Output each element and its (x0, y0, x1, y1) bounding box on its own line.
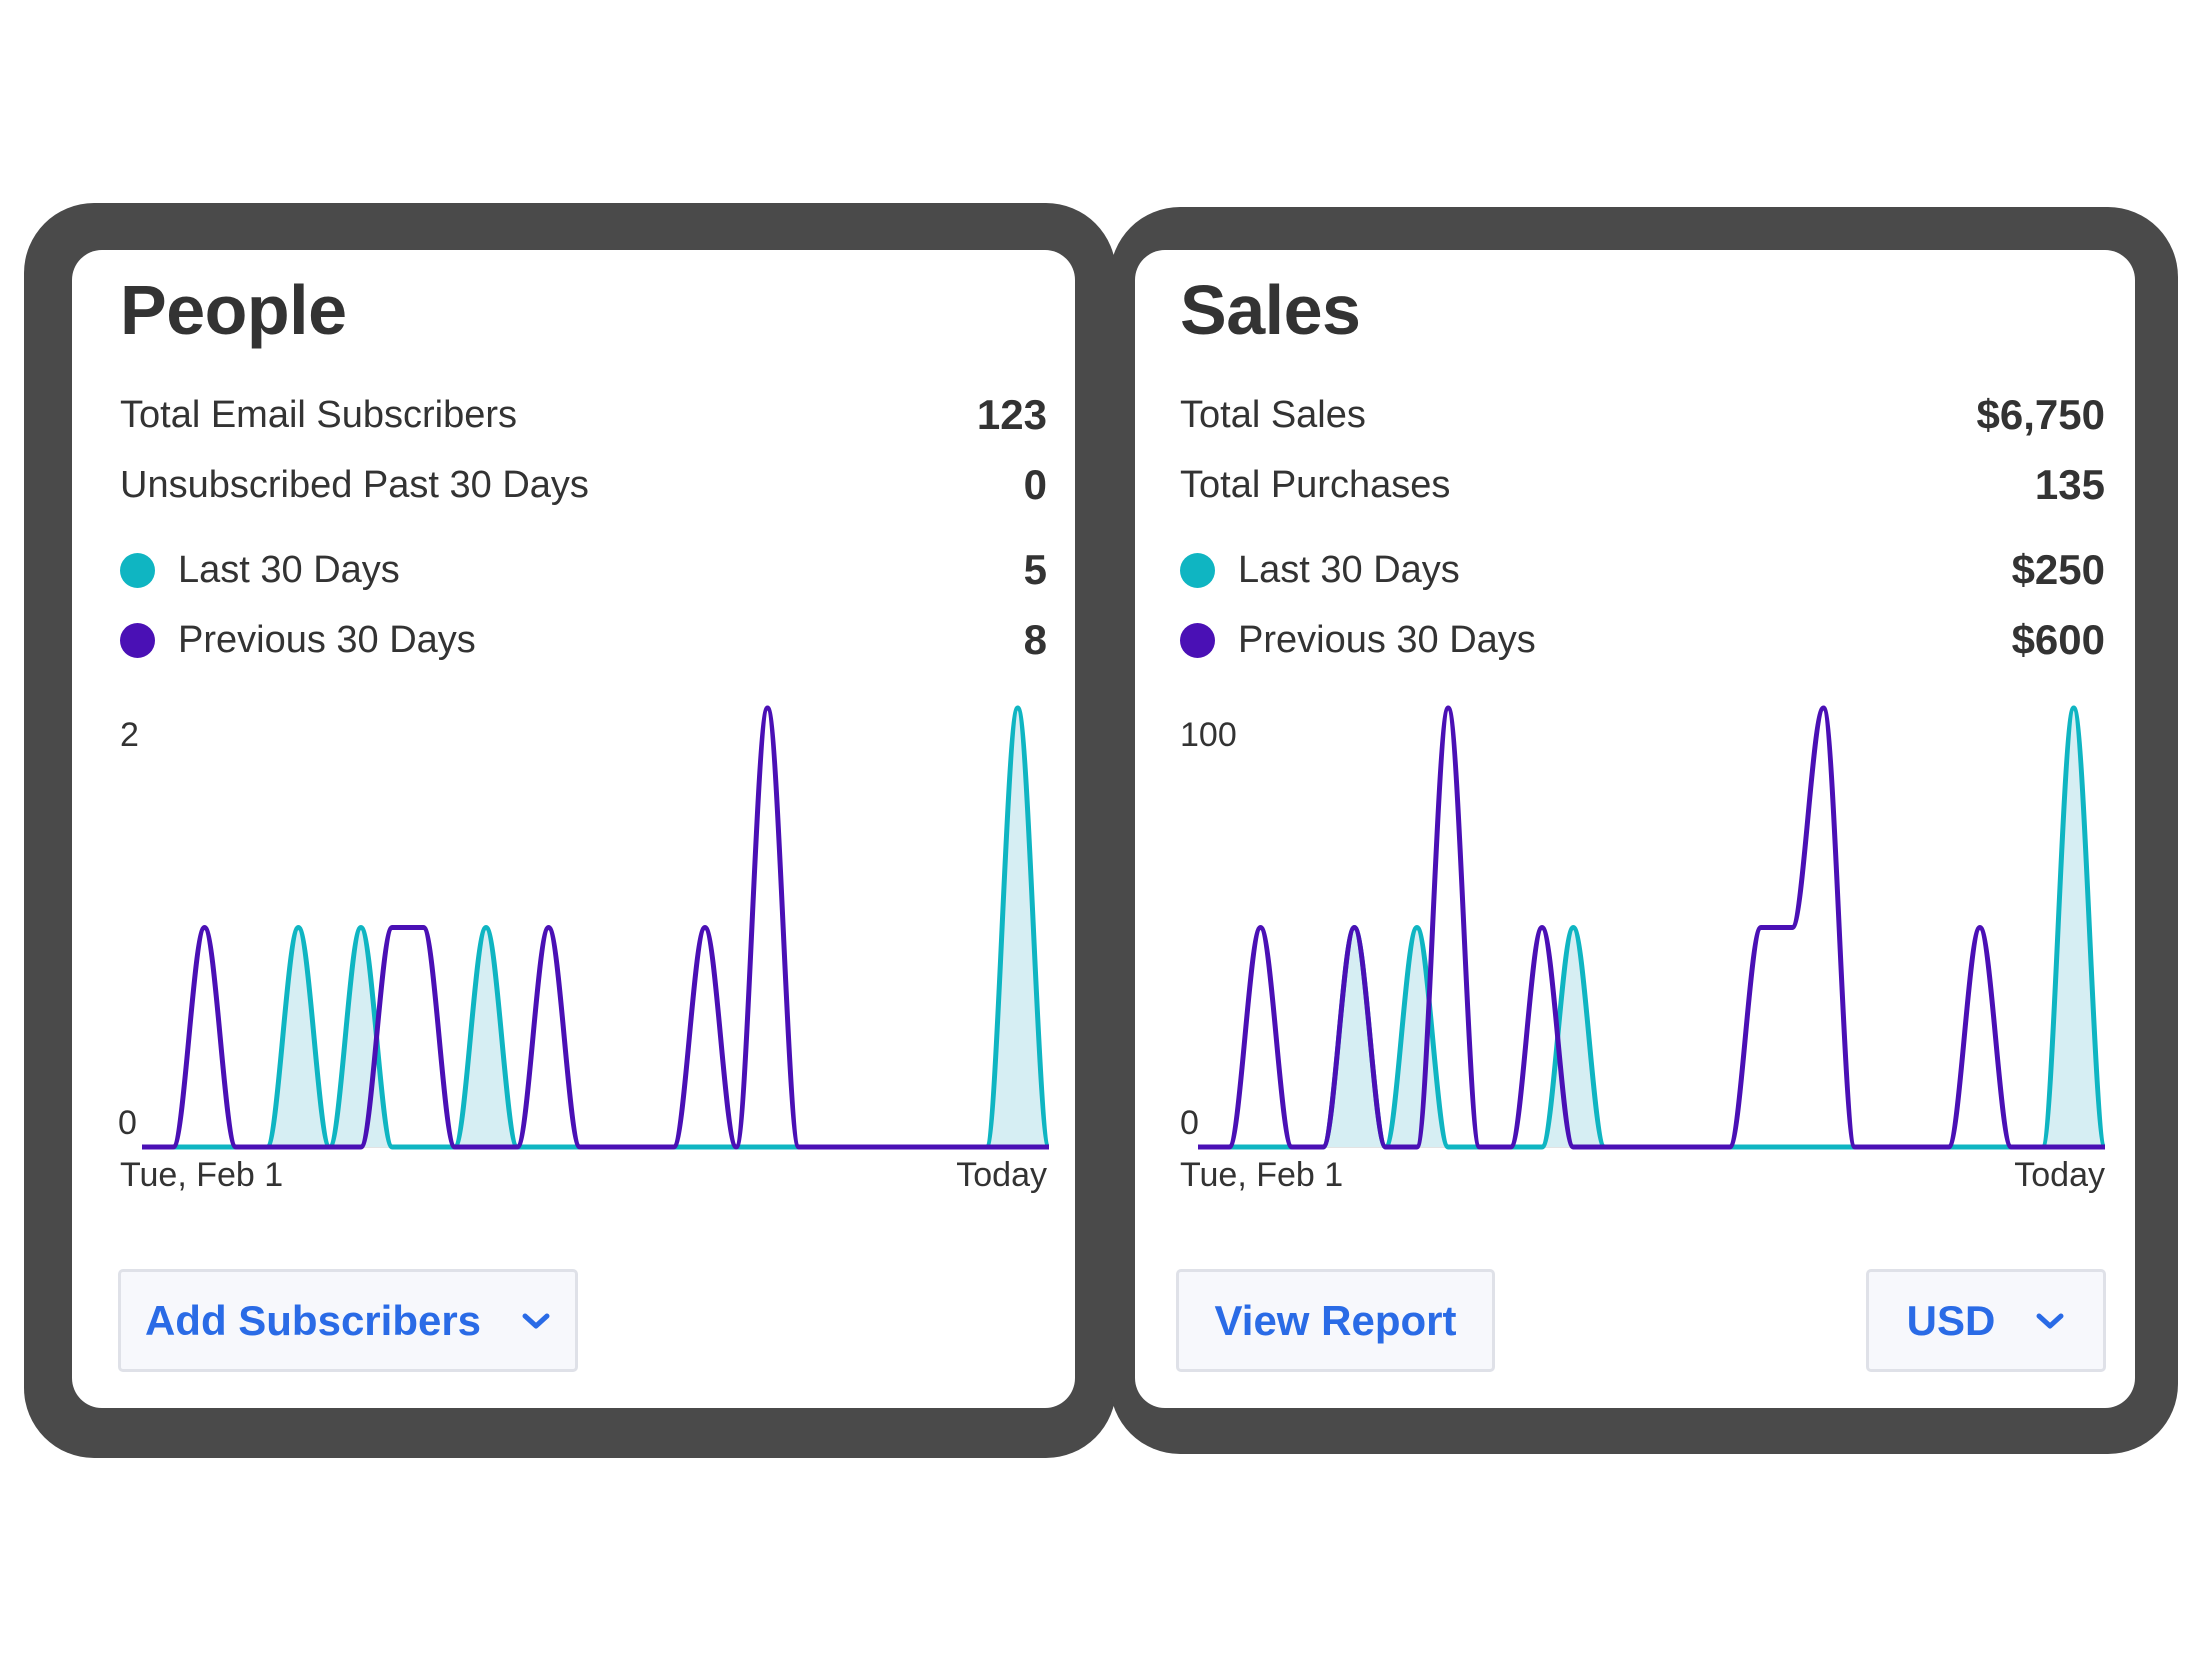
sales-title: Sales (1180, 271, 1361, 349)
chevron-down-icon (2036, 1313, 2064, 1328)
stat-value: 0 (1023, 461, 1047, 508)
purple-dot-icon (1180, 622, 1215, 658)
legend-value: $250 (2011, 546, 2105, 593)
legend-label: Previous 30 Days (1238, 618, 1536, 661)
legend-label: Last 30 Days (1238, 548, 1460, 591)
sales-card: Sales Total Sales $6,750 Total Purchases… (1135, 250, 2135, 1408)
y-axis-max-label: 2 (120, 716, 139, 754)
stat-row-total-subscribers: Total Email Subscribers 123 (120, 390, 1047, 440)
legend-label: Previous 30 Days (178, 618, 476, 661)
stat-row-total-sales: Total Sales $6,750 (1180, 390, 2105, 440)
legend-value: 5 (1023, 546, 1047, 593)
legend-previous-30-days: Previous 30 Days $600 (1180, 615, 2105, 665)
legend-previous-30-days: Previous 30 Days 8 (120, 615, 1047, 665)
legend-label: Last 30 Days (178, 548, 400, 591)
stat-value: 135 (2034, 461, 2105, 508)
legend-value: 8 (1023, 616, 1047, 663)
stat-label: Total Sales (1180, 393, 1366, 436)
people-chart (142, 705, 1052, 1150)
y-axis-max-label: 100 (1180, 716, 1237, 754)
view-report-label: View Report (1214, 1296, 1457, 1344)
chevron-down-icon (522, 1313, 550, 1328)
stat-label: Total Purchases (1180, 463, 1451, 506)
add-subscribers-label: Add Subscribers (144, 1296, 482, 1344)
legend-label-wrap: Last 30 Days (1180, 549, 1460, 592)
legend-label-wrap: Previous 30 Days (120, 619, 476, 662)
purple-dot-icon (120, 622, 155, 658)
currency-select[interactable]: USD (1866, 1269, 2106, 1372)
stat-label: Unsubscribed Past 30 Days (120, 463, 589, 506)
stat-label: Total Email Subscribers (120, 393, 518, 436)
legend-last-30-days: Last 30 Days $250 (1180, 545, 2105, 595)
sales-chart (1198, 705, 2108, 1150)
x-axis-start-label: Tue, Feb 1 (1180, 1156, 1344, 1194)
teal-dot-icon (1180, 552, 1215, 588)
stat-row-unsubscribed: Unsubscribed Past 30 Days 0 (120, 460, 1047, 510)
legend-label-wrap: Previous 30 Days (1180, 619, 1536, 662)
stat-value: 123 (976, 391, 1047, 438)
add-subscribers-button[interactable]: Add Subscribers (118, 1269, 578, 1372)
people-title: People (120, 271, 347, 349)
y-axis-min-label: 0 (1180, 1104, 1199, 1142)
x-axis-end-label: Today (956, 1156, 1047, 1194)
people-card: People Total Email Subscribers 123 Unsub… (72, 250, 1075, 1408)
teal-dot-icon (120, 552, 155, 588)
view-report-button[interactable]: View Report (1176, 1269, 1495, 1372)
currency-label: USD (1906, 1296, 1996, 1344)
stat-value: $6,750 (1976, 391, 2105, 438)
y-axis-min-label: 0 (118, 1104, 137, 1142)
x-axis-end-label: Today (2014, 1156, 2105, 1194)
legend-label-wrap: Last 30 Days (120, 549, 400, 592)
legend-last-30-days: Last 30 Days 5 (120, 545, 1047, 595)
x-axis-start-label: Tue, Feb 1 (120, 1156, 284, 1194)
legend-value: $600 (2011, 616, 2105, 663)
stat-row-total-purchases: Total Purchases 135 (1180, 460, 2105, 510)
